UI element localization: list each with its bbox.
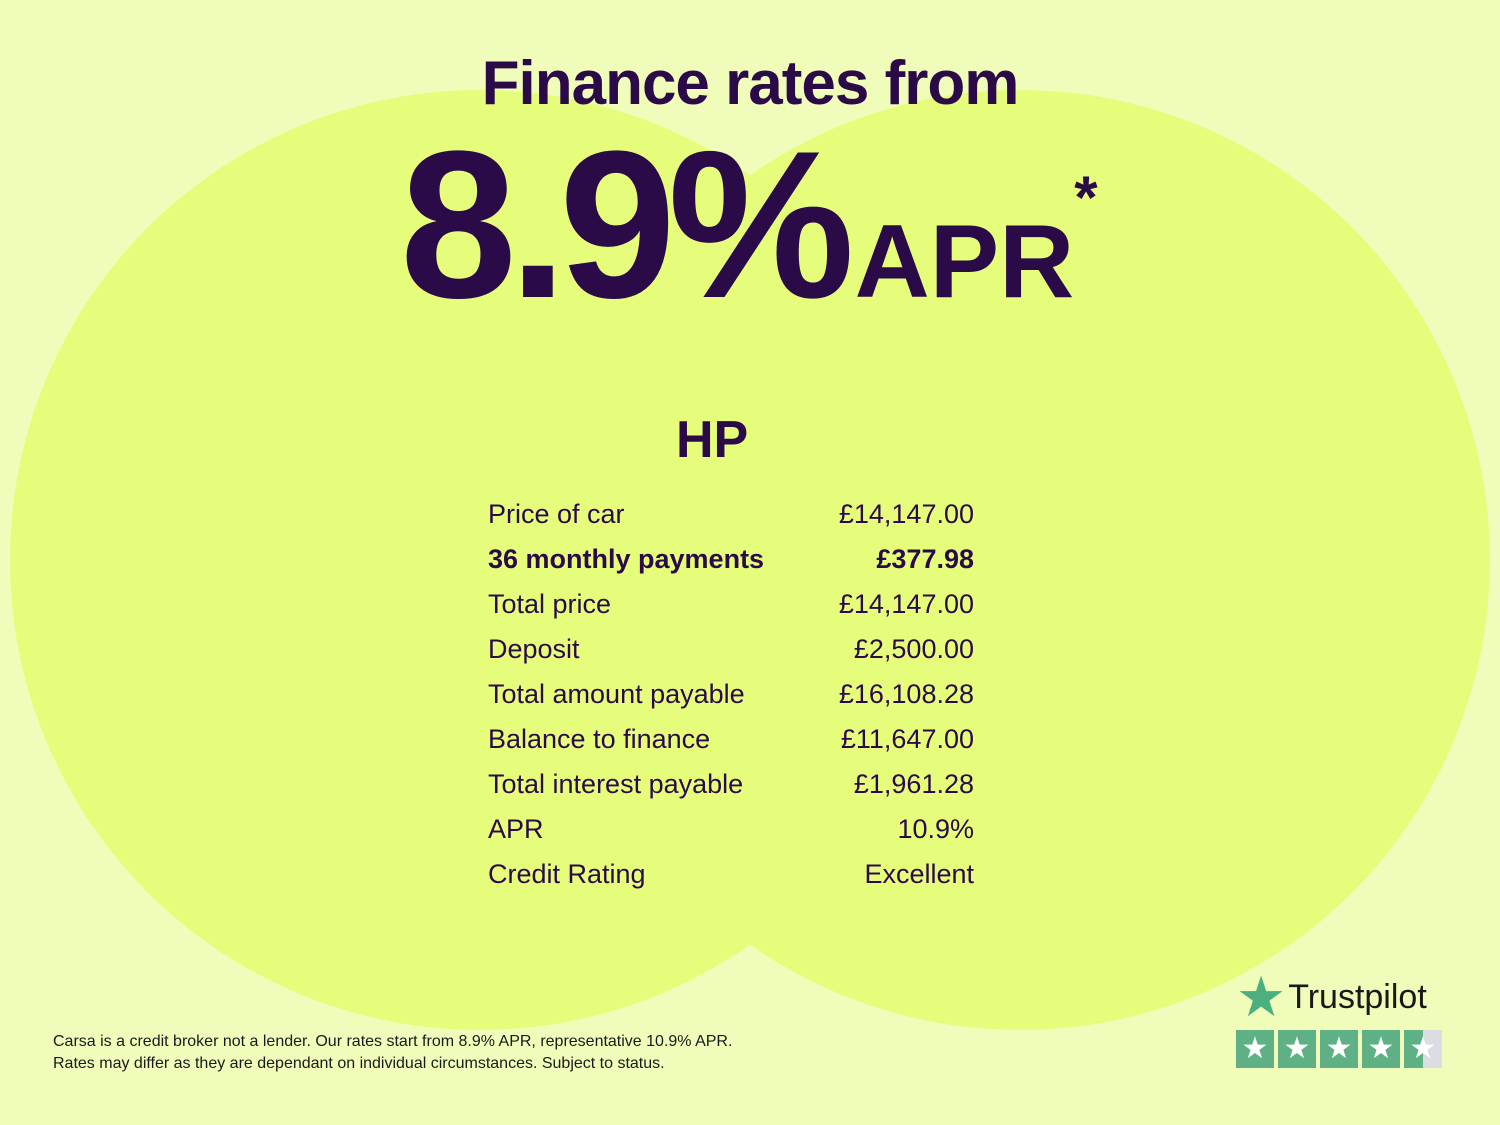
rate-value: 8.9% [400,107,855,342]
rating-star-icon: ★ [1320,1030,1358,1068]
row-value: Excellent [864,859,974,889]
trustpilot-star-icon: ★ [1236,965,1287,1028]
row-label: APR [488,814,544,844]
table-row: Credit Rating Excellent [488,852,974,897]
trustpilot-badge[interactable]: ★ Trustpilot ★ ★ ★ ★ ★ [1236,965,1442,1068]
row-label: Price of car [488,499,625,529]
row-value: £377.98 [876,544,974,574]
table-row: 36 monthly payments £377.98 [488,537,974,582]
table-row: Total price £14,147.00 [488,582,974,627]
rating-star-icon: ★ [1362,1030,1400,1068]
disclaimer-line-1: Carsa is a credit broker not a lender. O… [53,1033,733,1050]
row-label: Credit Rating [488,859,646,889]
table-row: Deposit £2,500.00 [488,627,974,672]
trustpilot-rating: ★ ★ ★ ★ ★ [1236,1030,1442,1068]
row-label: 36 monthly payments [488,544,765,574]
row-label: Balance to finance [488,724,711,754]
row-value: £1,961.28 [853,769,974,799]
table-row: Balance to finance £11,647.00 [488,717,974,762]
row-value: £11,647.00 [840,724,974,754]
row-value: 10.9% [897,814,974,844]
table-row: Price of car £14,147.00 [488,492,974,537]
row-label: Total interest payable [488,769,744,799]
disclaimer-line-2: Rates may differ as they are dependant o… [53,1055,665,1072]
disclaimer: Carsa is a credit broker not a lender. O… [53,1031,732,1075]
row-label: Total amount payable [488,679,745,709]
rating-star-icon: ★ [1236,1030,1274,1068]
headline-title: Finance rates from [481,49,1020,118]
table-row: APR 10.9% [488,807,974,852]
trustpilot-logo: ★ Trustpilot [1236,965,1427,1028]
row-value: £16,108.28 [838,679,974,709]
row-value: £14,147.00 [838,589,974,619]
row-label: Deposit [488,634,580,664]
row-value: £2,500.00 [853,634,974,664]
row-value: £14,147.00 [838,499,974,529]
section-title: HP [676,411,749,469]
rating-star-icon: ★ [1404,1030,1442,1068]
apr-label: APR* [854,164,1098,320]
finance-table: Price of car £14,147.00 36 monthly payment… [488,492,974,897]
asterisk: * [1074,164,1098,231]
rating-star-icon: ★ [1278,1030,1316,1068]
table-row: Total interest payable £1,961.28 [488,762,974,807]
background-circle-right [550,90,1490,1030]
headline-rate: 8.9% APR* [400,120,1160,330]
table-row: Total amount payable £16,108.28 [488,672,974,717]
row-label: Total price [488,589,612,619]
